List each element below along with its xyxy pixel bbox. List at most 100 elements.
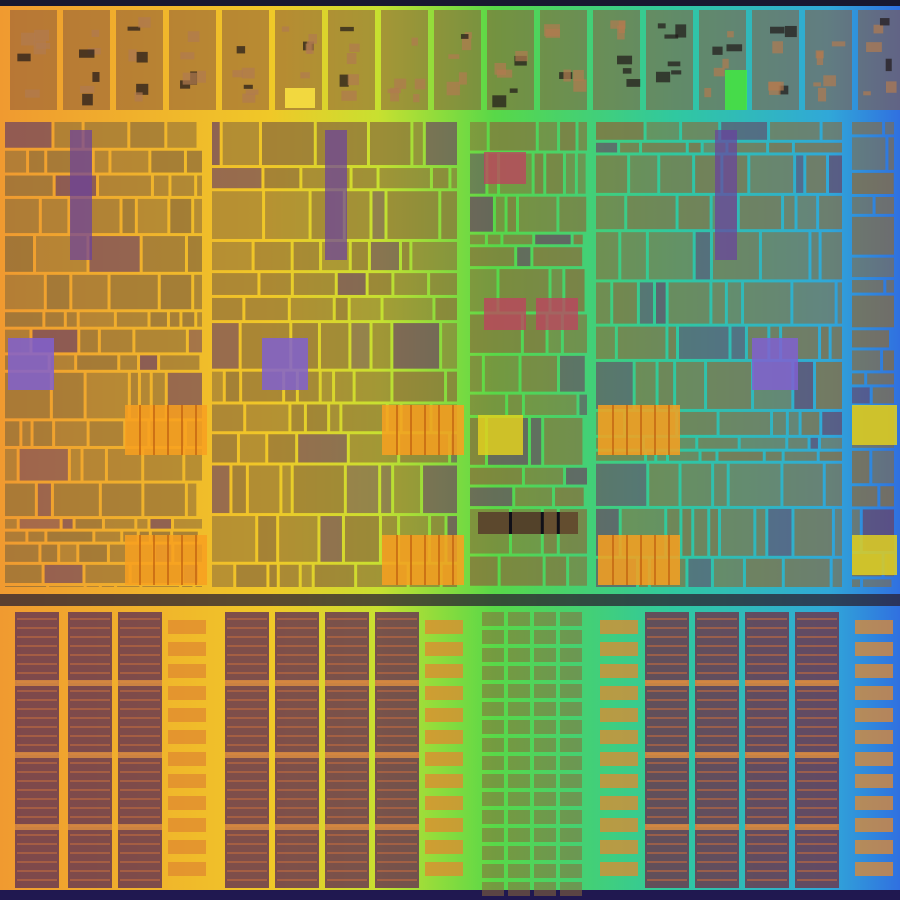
logic-block: [383, 297, 433, 321]
logic-block: [784, 558, 830, 587]
cache-row: [647, 771, 687, 773]
cache-row: [327, 789, 367, 791]
center-block: [534, 612, 556, 626]
cache-row: [377, 636, 417, 638]
cache-row: [327, 672, 367, 674]
logic-block: [160, 355, 200, 370]
cache-row: [377, 807, 417, 809]
cache-band: [645, 752, 689, 758]
cache-row: [70, 708, 110, 710]
tile-detail: [341, 90, 357, 101]
cache-row: [70, 744, 110, 746]
logic-block: [832, 558, 842, 587]
cache-band: [375, 824, 419, 830]
logic-block: [151, 150, 184, 173]
logic-block: [596, 195, 625, 230]
logic-block: [534, 153, 544, 194]
cache-row: [277, 816, 317, 818]
cache-row: [797, 744, 837, 746]
logic-block: [19, 519, 60, 529]
center-block: [560, 774, 582, 788]
cache-row: [647, 708, 687, 710]
center-block: [534, 648, 556, 662]
logic-block: [104, 519, 135, 529]
top-tile: [63, 10, 110, 110]
cache-row: [17, 744, 57, 746]
logic-block: [346, 465, 379, 514]
cache-column: [275, 612, 319, 888]
cache-tag: [168, 686, 206, 700]
logic-block: [212, 122, 220, 166]
center-block: [560, 810, 582, 824]
logic-block: [508, 394, 522, 415]
logic-block: [370, 241, 399, 271]
cache-tag: [425, 774, 463, 788]
cache-row: [797, 618, 837, 620]
tile-detail: [563, 69, 571, 82]
cache-row: [227, 843, 267, 845]
logic-block: [99, 175, 151, 196]
logic-block: [837, 282, 842, 324]
logic-block: [555, 487, 584, 507]
tile-detail: [544, 24, 560, 37]
cache-row: [747, 699, 787, 701]
tile-detail: [667, 61, 681, 67]
logic-block: [470, 467, 522, 485]
logic-block: [518, 196, 557, 232]
cache-row: [277, 879, 317, 881]
cache-row: [277, 627, 317, 629]
red-block: [484, 152, 526, 184]
logic-block: [647, 451, 655, 461]
logic-block: [811, 232, 819, 280]
cache-column: [225, 612, 269, 888]
logic-block: [688, 558, 711, 587]
array-line: [167, 535, 169, 585]
logic-block: [535, 234, 571, 245]
tile-detail: [242, 93, 256, 103]
cache-band: [15, 752, 59, 758]
cache-row: [70, 672, 110, 674]
cache-row: [747, 852, 787, 854]
logic-block: [682, 508, 692, 556]
logic-block: [142, 586, 180, 587]
cache-band: [275, 752, 319, 758]
center-block: [534, 738, 556, 752]
cache-row: [327, 735, 367, 737]
array-line: [452, 405, 454, 455]
cache-row: [277, 618, 317, 620]
cache-row: [647, 789, 687, 791]
logic-block: [95, 531, 121, 542]
cache-column: [745, 612, 789, 888]
cache-row: [647, 636, 687, 638]
array-line: [424, 535, 426, 585]
cache-tag: [168, 774, 206, 788]
logic-block: [596, 463, 647, 506]
divider-band: [0, 594, 900, 606]
logic-block: [470, 234, 485, 245]
center-block: [508, 846, 530, 860]
logic-block: [66, 312, 77, 327]
cache-row: [377, 834, 417, 836]
logic-block: [524, 467, 564, 485]
cache-tag: [425, 642, 463, 656]
cache-row: [277, 843, 317, 845]
cache-row: [797, 798, 837, 800]
logic-block: [314, 564, 355, 587]
logic-block: [701, 451, 716, 461]
logic-block: [794, 508, 832, 556]
logic-block: [423, 465, 457, 514]
array-line: [626, 535, 628, 585]
cache-row: [227, 834, 267, 836]
array-line: [424, 405, 426, 455]
cache-row: [377, 870, 417, 872]
logic-block: [5, 236, 34, 272]
cache-band: [15, 680, 59, 686]
cache-row: [70, 798, 110, 800]
tile-detail: [626, 79, 641, 87]
logic-block: [515, 487, 553, 507]
cache-row: [17, 645, 57, 647]
logic-block: [703, 142, 726, 153]
cache-band: [695, 824, 739, 830]
logic-block: [441, 191, 457, 239]
cache-band: [375, 752, 419, 758]
